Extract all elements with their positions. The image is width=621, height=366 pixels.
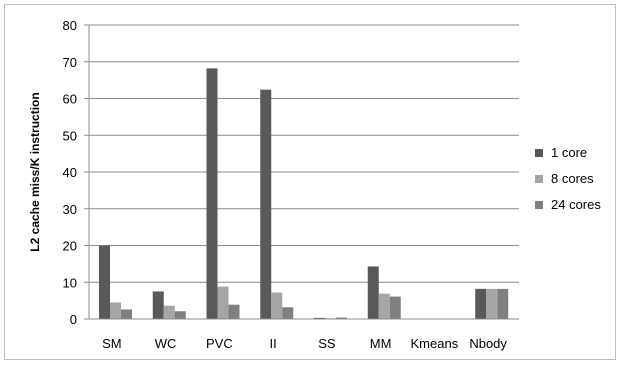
bar xyxy=(475,288,487,319)
legend-swatch xyxy=(535,175,543,183)
x-tick-label: II xyxy=(270,336,277,351)
legend-swatch xyxy=(535,201,543,209)
bar xyxy=(271,292,283,319)
x-tick-label: MM xyxy=(370,336,392,351)
chart-frame: 0 10 20 30 40 50 60 70 80 SM WC PVC II SS MM Kmeans Nbo… xyxy=(4,4,616,360)
y-tick-label: 20 xyxy=(63,239,77,254)
bar xyxy=(378,293,390,319)
bar xyxy=(389,296,401,319)
bar-chart: 0 10 20 30 40 50 60 70 80 SM WC PVC II SS MM Kmeans Nbo… xyxy=(28,18,601,351)
x-tick-label: Nbody xyxy=(469,336,507,351)
y-tick-label: 10 xyxy=(63,275,77,290)
x-tick-label: SM xyxy=(102,336,122,351)
bar xyxy=(228,304,240,319)
bar xyxy=(314,317,325,319)
y-tick-label: 70 xyxy=(63,55,77,70)
legend: 1 core 8 cores 24 cores xyxy=(535,145,601,212)
x-tick-label: SS xyxy=(318,336,336,351)
bar xyxy=(206,68,218,319)
x-tick-label: WC xyxy=(155,336,177,351)
bar xyxy=(217,286,229,319)
y-tick-label: 50 xyxy=(63,128,77,143)
bar xyxy=(163,305,175,319)
bar xyxy=(152,291,164,319)
legend-label: 1 core xyxy=(551,145,587,160)
bar xyxy=(121,309,132,319)
bar xyxy=(497,288,509,319)
y-tick-labels: 0 10 20 30 40 50 60 70 80 xyxy=(63,18,77,327)
axes xyxy=(88,25,519,320)
x-tick-labels: SM WC PVC II SS MM Kmeans Nbody xyxy=(102,336,507,351)
bar xyxy=(174,311,186,319)
y-tick-label: 30 xyxy=(63,202,77,217)
bar xyxy=(282,307,294,319)
legend-label: 8 cores xyxy=(551,171,594,186)
x-tick-label: PVC xyxy=(206,336,233,351)
bars xyxy=(99,68,509,320)
bar xyxy=(110,302,121,319)
bar xyxy=(99,245,110,319)
legend-label: 24 cores xyxy=(551,197,601,212)
bar xyxy=(367,266,379,319)
y-tick-label: 40 xyxy=(63,165,77,180)
y-tick-label: 80 xyxy=(63,18,77,33)
gridlines xyxy=(84,24,519,320)
bar xyxy=(260,89,272,320)
bar xyxy=(336,317,347,319)
x-tick-label: Kmeans xyxy=(411,336,459,351)
y-axis-label: L2 cache miss/K instruction xyxy=(28,92,42,251)
y-tick-label: 60 xyxy=(63,92,77,107)
y-tick-label: 0 xyxy=(70,312,77,327)
legend-swatch xyxy=(535,149,543,157)
bar xyxy=(486,288,498,319)
